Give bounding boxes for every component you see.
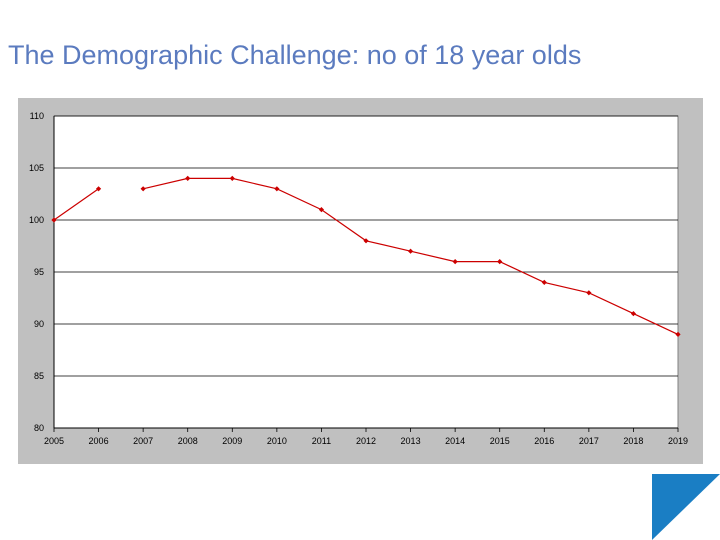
x-tick-label: 2017 [579,436,599,446]
data-point-marker [318,207,325,213]
y-tick-label: 100 [29,215,44,225]
x-tick-label: 2019 [668,436,688,446]
y-tick-label: 95 [34,267,44,277]
data-point-marker [274,186,280,192]
y-tick-label: 80 [34,423,44,433]
data-point-marker [363,238,369,244]
slide-title: The Demographic Challenge: no of 18 year… [8,40,582,70]
data-point-marker [586,290,592,296]
x-tick-label: 2011 [312,436,331,446]
x-tick-label: 2014 [445,436,465,446]
y-tick-label: 85 [34,371,44,381]
line-chart: 80 85 90 95 100 105 110 2005 2006 2007 2008 2009 201… [29,111,688,446]
data-point-marker [51,217,57,223]
x-tick-label: 2015 [490,436,510,446]
data-point-marker [407,248,414,254]
x-tick-label: 2018 [623,436,643,446]
x-tick-label: 2016 [534,436,554,446]
data-point-marker [452,259,458,265]
x-tick-label: 2012 [356,436,376,446]
x-tick-label: 2010 [267,436,287,446]
data-point-marker [140,186,146,192]
x-tick-label: 2007 [133,436,153,446]
y-tick-label: 90 [34,319,44,329]
y-tick-label: 110 [30,111,44,121]
x-tick-label: 2008 [178,436,198,446]
x-tick-label: 2005 [44,436,64,446]
data-point-marker [185,175,191,181]
x-tick-label: 2009 [222,436,242,446]
chart-frame: 80 85 90 95 100 105 110 2005 2006 2007 2008 2009 201… [18,98,703,464]
x-tick-label: 2006 [89,436,109,446]
series-line-segment [53,188,99,221]
data-point-marker [229,175,235,181]
data-point-marker [95,186,102,192]
y-tick-label: 105 [29,163,44,173]
x-tick-label: 2013 [401,436,421,446]
